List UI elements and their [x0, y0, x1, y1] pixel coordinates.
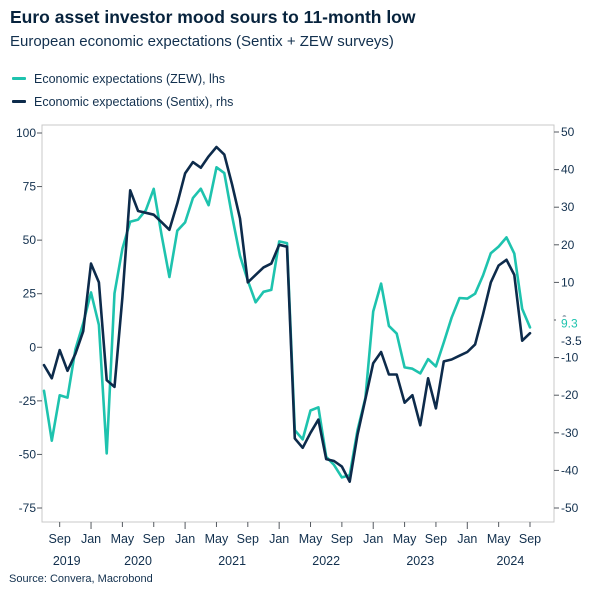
- svg-text:2023: 2023: [406, 554, 434, 568]
- svg-text:Jan: Jan: [269, 532, 289, 546]
- end-value-labels: 9.3 -3.5: [556, 316, 590, 349]
- svg-text:May: May: [111, 532, 135, 546]
- svg-text:May: May: [487, 532, 511, 546]
- x-axis: Sep Jan May Sep Jan May Sep Jan May Sep Jan May Sep J…: [49, 522, 541, 568]
- svg-text:Jan: Jan: [175, 532, 195, 546]
- svg-text:-40: -40: [561, 463, 579, 477]
- svg-text:Jan: Jan: [81, 532, 101, 546]
- legend-label-zew: Economic expectations (ZEW), lhs: [34, 71, 226, 86]
- svg-text:100: 100: [16, 126, 36, 140]
- svg-text:-10: -10: [561, 351, 579, 365]
- svg-text:2021: 2021: [218, 554, 246, 568]
- source-note: Source: Convera, Macrobond: [9, 573, 153, 585]
- svg-text:30: 30: [561, 200, 575, 214]
- svg-text:10: 10: [561, 275, 575, 289]
- svg-text:Sep: Sep: [331, 532, 353, 546]
- svg-text:25: 25: [23, 287, 37, 301]
- svg-text:40: 40: [561, 163, 575, 177]
- svg-text:75: 75: [23, 180, 37, 194]
- right-axis: 50403020100-10-20-30-40-50: [554, 125, 579, 515]
- legend: Economic expectations (ZEW), lhs Economi…: [12, 67, 233, 113]
- plot-frame: [41, 124, 555, 523]
- svg-text:9.3: 9.3: [561, 316, 578, 330]
- svg-text:2019: 2019: [53, 554, 81, 568]
- svg-text:-30: -30: [561, 426, 579, 440]
- svg-text:-75: -75: [19, 501, 37, 515]
- left-axis: 100 75 50 25 0 -25 -50 -75: [16, 126, 42, 515]
- svg-text:May: May: [393, 532, 417, 546]
- svg-text:May: May: [205, 532, 229, 546]
- sentix-line-swatch-icon: [12, 99, 26, 104]
- svg-text:2022: 2022: [312, 554, 340, 568]
- svg-text:Jan: Jan: [363, 532, 383, 546]
- svg-text:20: 20: [561, 238, 575, 252]
- zew-line: [42, 166, 532, 479]
- svg-text:Sep: Sep: [519, 532, 541, 546]
- legend-label-sentix: Economic expectations (Sentix), rhs: [34, 94, 234, 109]
- svg-text:-20: -20: [561, 388, 579, 402]
- svg-text:-50: -50: [19, 447, 37, 461]
- sentix-line: [42, 145, 532, 484]
- legend-item-zew: Economic expectations (ZEW), lhs: [12, 67, 233, 90]
- svg-text:2020: 2020: [124, 554, 152, 568]
- svg-text:Sep: Sep: [143, 532, 165, 546]
- svg-text:Jan: Jan: [457, 532, 477, 546]
- chart-subtitle: European economic expectations (Sentix +…: [10, 33, 394, 50]
- svg-text:-3.5: -3.5: [561, 334, 582, 348]
- svg-text:2024: 2024: [496, 554, 524, 568]
- svg-text:Sep: Sep: [237, 532, 259, 546]
- chart-title: Euro asset investor mood sours to 11-mon…: [10, 7, 416, 27]
- zew-line-swatch-icon: [12, 76, 26, 81]
- svg-text:0: 0: [29, 340, 36, 354]
- svg-text:-25: -25: [19, 394, 37, 408]
- svg-text:Sep: Sep: [49, 532, 71, 546]
- svg-text:50: 50: [561, 125, 575, 139]
- svg-text:50: 50: [23, 233, 37, 247]
- svg-text:-50: -50: [561, 501, 579, 515]
- svg-text:May: May: [299, 532, 323, 546]
- legend-item-sentix: Economic expectations (Sentix), rhs: [12, 90, 233, 113]
- svg-text:Sep: Sep: [425, 532, 447, 546]
